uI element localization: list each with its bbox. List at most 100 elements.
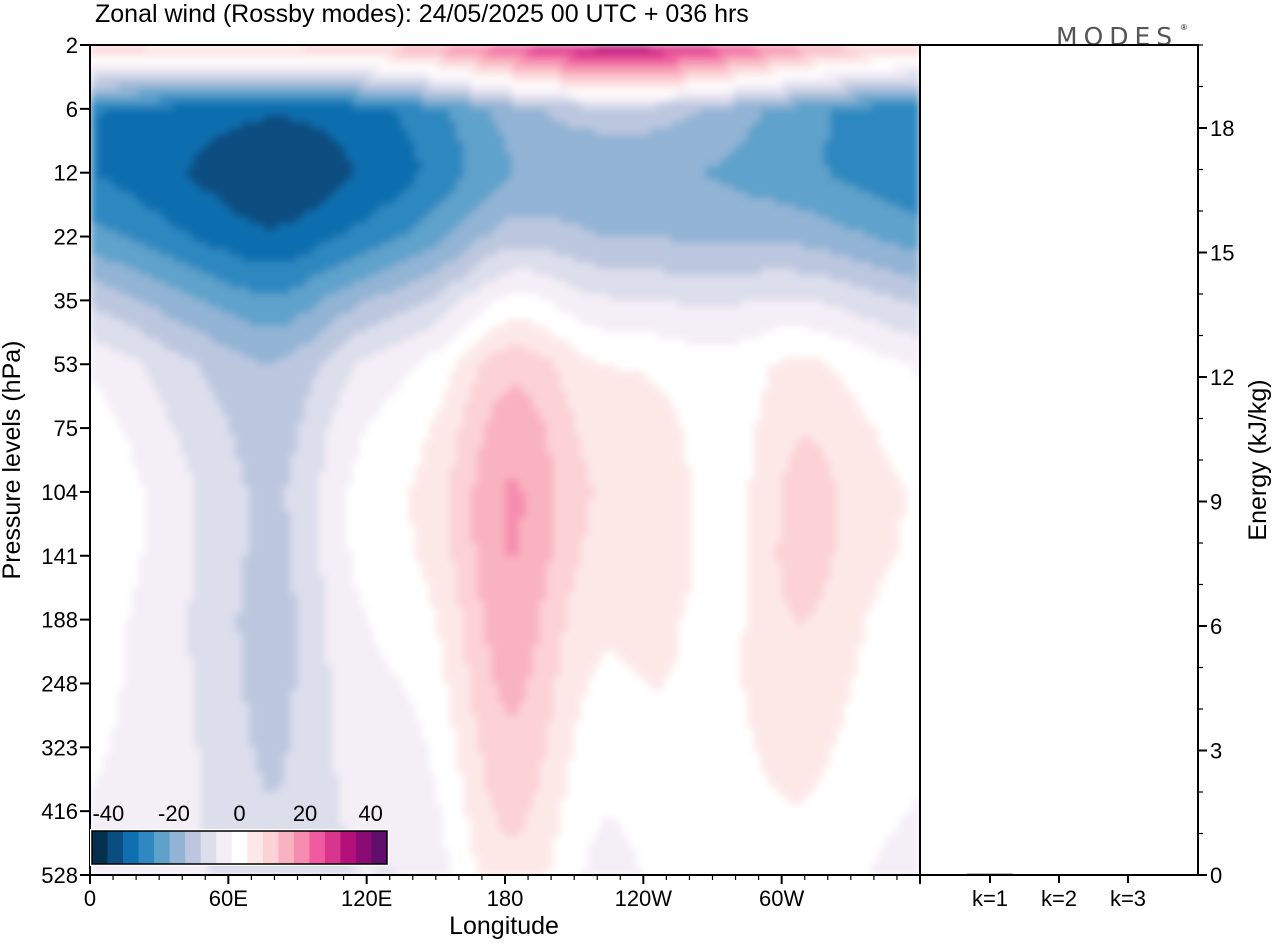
heatmap-cell <box>906 287 914 295</box>
heatmap-cell <box>629 217 638 225</box>
heatmap-cell <box>207 64 216 72</box>
heatmap-cell <box>256 217 264 225</box>
heatmap-cell <box>830 281 838 289</box>
heatmap-cell <box>131 166 140 174</box>
heatmap-cell <box>428 191 437 199</box>
heatmap-cell <box>463 262 472 270</box>
heatmap-cell <box>394 185 402 193</box>
heatmap-cell <box>256 64 264 72</box>
heatmap-cell <box>318 198 326 206</box>
heatmap-cell <box>567 147 575 155</box>
heatmap-cell <box>698 128 707 135</box>
heatmap-cell <box>380 185 389 193</box>
heatmap-cell <box>311 70 319 78</box>
heatmap-cell <box>124 262 133 270</box>
heatmap-cell <box>428 64 437 72</box>
heatmap-cell <box>152 287 160 295</box>
heatmap-cell <box>781 89 790 97</box>
heatmap-cell <box>249 57 257 65</box>
heatmap-cell <box>677 300 686 308</box>
heatmap-cell <box>200 179 209 187</box>
heatmap-cell <box>401 166 409 174</box>
heatmap-cell <box>671 153 679 161</box>
heatmap-cell <box>643 223 651 231</box>
heatmap-cell <box>913 102 920 110</box>
heatmap-cell <box>491 140 499 148</box>
heatmap-cell <box>671 255 679 263</box>
heatmap-cell <box>747 76 755 84</box>
heatmap-cell <box>691 166 700 174</box>
heatmap-cell <box>96 236 105 244</box>
heatmap-cell <box>560 204 568 212</box>
heatmap-cell <box>629 230 638 238</box>
heatmap-cell <box>290 115 299 123</box>
heatmap-cell <box>802 255 810 263</box>
heatmap-cell <box>138 249 146 257</box>
heatmap-cell <box>366 217 375 225</box>
heatmap-cell <box>906 217 914 225</box>
heatmap-cell <box>352 281 361 289</box>
heatmap-cell <box>173 268 181 276</box>
heatmap-cell <box>795 300 804 308</box>
heatmap-cell <box>560 45 568 52</box>
heatmap-cell <box>809 204 817 212</box>
heatmap-cell <box>691 70 700 78</box>
heatmap-cell <box>193 108 202 116</box>
heatmap-cell <box>428 185 437 193</box>
heatmap-cell <box>767 172 776 180</box>
heatmap-cell <box>546 249 555 257</box>
heatmap-cell <box>428 236 437 244</box>
heatmap-cell <box>221 134 229 142</box>
heatmap-cell <box>332 147 340 155</box>
heatmap-cell <box>380 306 389 314</box>
heatmap-cell <box>415 64 423 72</box>
heatmap-cell <box>760 268 769 276</box>
heatmap-cell <box>505 287 513 295</box>
heatmap-cell <box>318 172 326 180</box>
heatmap-cell <box>332 166 340 174</box>
heatmap-cell <box>422 51 430 59</box>
heatmap-cell <box>581 242 589 250</box>
heatmap-cell <box>726 45 734 52</box>
heatmap-cell <box>304 51 312 59</box>
heatmap-cell <box>159 204 167 212</box>
heatmap-cell <box>505 153 513 161</box>
heatmap-cell <box>774 166 783 174</box>
heatmap-cell <box>774 242 783 250</box>
heatmap-cell <box>740 242 748 250</box>
heatmap-cell <box>650 242 658 250</box>
heatmap-cell <box>498 108 506 116</box>
heatmap-cell <box>802 223 810 231</box>
heatmap-cell <box>110 96 119 104</box>
heatmap-cell <box>830 204 838 212</box>
heatmap-cell <box>304 242 312 250</box>
heatmap-cell <box>124 134 133 142</box>
heatmap-cell <box>214 300 223 308</box>
heatmap-cell <box>297 281 306 289</box>
heatmap-cell <box>415 57 423 65</box>
heatmap-cell <box>200 217 209 225</box>
heatmap-cell <box>830 230 838 238</box>
heatmap-cell <box>242 274 250 282</box>
heatmap-cell <box>594 140 603 148</box>
heatmap-cell <box>380 249 389 257</box>
heatmap-cell <box>899 76 907 84</box>
heatmap-cell <box>740 166 748 174</box>
heatmap-cell <box>726 230 734 238</box>
heatmap-cell <box>269 172 278 180</box>
heatmap-cell <box>256 185 264 193</box>
heatmap-cell <box>366 230 375 238</box>
heatmap-cell <box>567 191 575 199</box>
heatmap-cell <box>325 64 333 72</box>
heatmap-cell <box>290 76 299 84</box>
heatmap-cell <box>567 287 575 295</box>
heatmap-cell <box>525 51 534 59</box>
heatmap-cell <box>892 294 900 301</box>
heatmap-cell <box>740 211 748 218</box>
heatmap-cell <box>186 96 195 104</box>
heatmap-cell <box>131 108 140 116</box>
heatmap-cell <box>615 83 624 91</box>
heatmap-cell <box>221 166 229 174</box>
heatmap-cell <box>110 236 119 244</box>
heatmap-cell <box>96 140 105 148</box>
